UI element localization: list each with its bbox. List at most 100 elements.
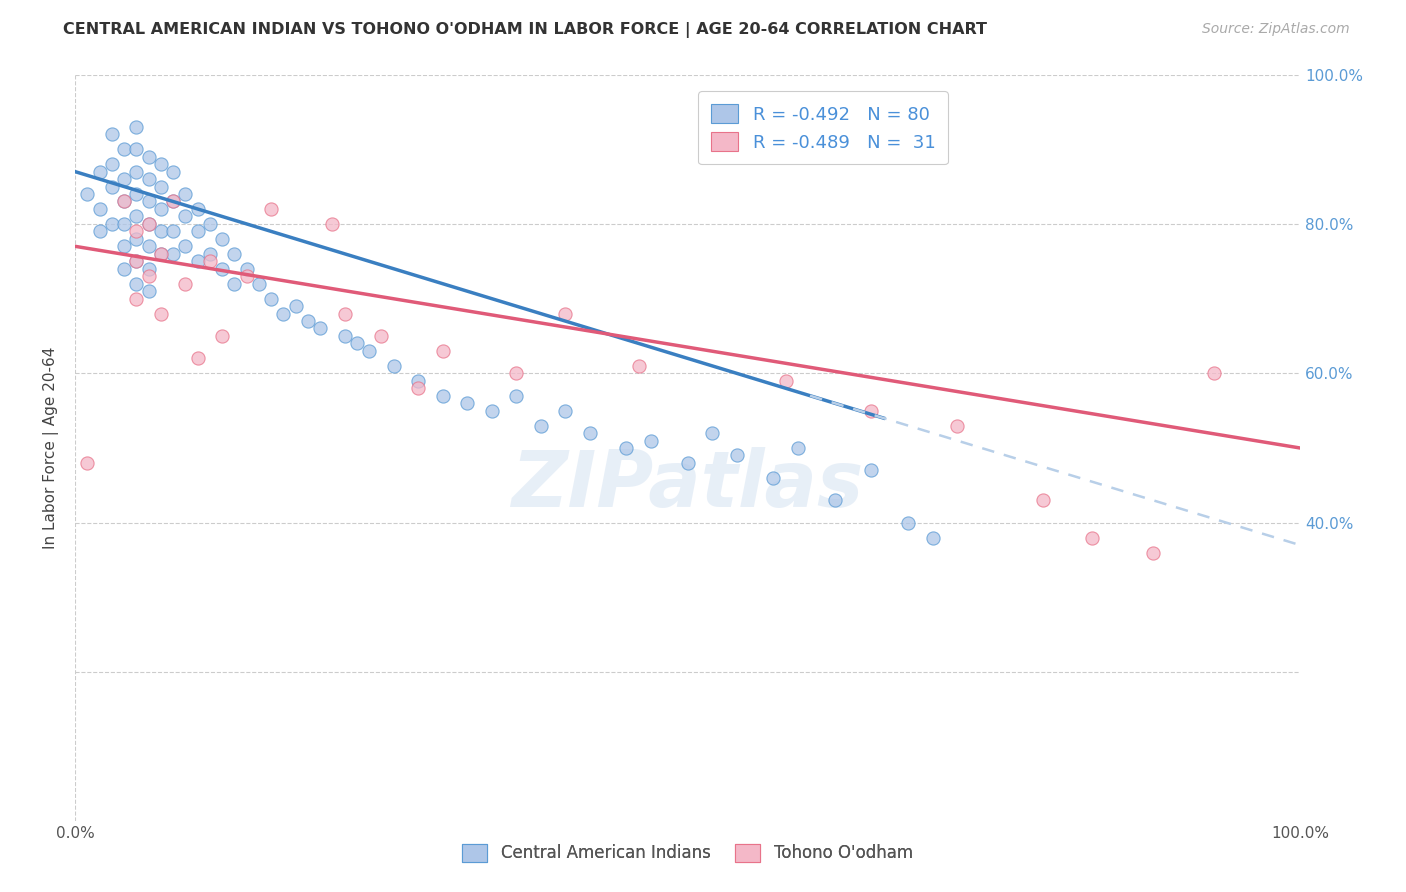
- Point: [76, 456, 98, 470]
- Point: [187, 202, 209, 216]
- Point: [138, 284, 160, 298]
- Point: [89, 224, 111, 238]
- Point: [162, 194, 184, 209]
- Point: [149, 247, 172, 261]
- Point: [162, 194, 184, 209]
- Point: [149, 307, 172, 321]
- Point: [946, 418, 969, 433]
- Text: ZIPatlas: ZIPatlas: [512, 447, 863, 524]
- Point: [125, 187, 148, 202]
- Point: [149, 157, 172, 171]
- Point: [505, 366, 527, 380]
- Point: [260, 292, 283, 306]
- Point: [198, 254, 221, 268]
- Point: [247, 277, 270, 291]
- Point: [138, 239, 160, 253]
- Point: [406, 381, 429, 395]
- Point: [112, 239, 135, 253]
- Point: [138, 269, 160, 284]
- Point: [174, 187, 197, 202]
- Point: [824, 493, 846, 508]
- Point: [149, 202, 172, 216]
- Point: [101, 128, 124, 142]
- Point: [382, 359, 405, 373]
- Point: [76, 187, 98, 202]
- Point: [187, 254, 209, 268]
- Point: [149, 247, 172, 261]
- Point: [112, 217, 135, 231]
- Point: [125, 224, 148, 238]
- Y-axis label: In Labor Force | Age 20-64: In Labor Force | Age 20-64: [44, 347, 59, 549]
- Point: [125, 232, 148, 246]
- Point: [309, 321, 332, 335]
- Point: [187, 224, 209, 238]
- Point: [162, 224, 184, 238]
- Point: [333, 329, 356, 343]
- Point: [700, 425, 723, 440]
- Point: [614, 441, 637, 455]
- Point: [529, 418, 551, 433]
- Point: [112, 261, 135, 276]
- Text: Source: ZipAtlas.com: Source: ZipAtlas.com: [1202, 22, 1350, 37]
- Point: [554, 403, 576, 417]
- Point: [357, 343, 380, 358]
- Point: [333, 307, 356, 321]
- Point: [297, 314, 319, 328]
- Point: [273, 307, 295, 321]
- Point: [112, 142, 135, 156]
- Point: [921, 531, 943, 545]
- Point: [224, 247, 246, 261]
- Point: [1204, 366, 1226, 380]
- Point: [260, 202, 283, 216]
- Point: [125, 142, 148, 156]
- Point: [211, 261, 233, 276]
- Point: [187, 351, 209, 366]
- Point: [125, 164, 148, 178]
- Point: [162, 164, 184, 178]
- Point: [112, 172, 135, 186]
- Point: [198, 217, 221, 231]
- Point: [346, 336, 368, 351]
- Point: [138, 261, 160, 276]
- Point: [198, 247, 221, 261]
- Point: [284, 299, 307, 313]
- Point: [1081, 531, 1104, 545]
- Point: [321, 217, 343, 231]
- Point: [432, 343, 454, 358]
- Point: [138, 217, 160, 231]
- Point: [406, 374, 429, 388]
- Point: [149, 179, 172, 194]
- Point: [174, 210, 197, 224]
- Point: [860, 403, 883, 417]
- Point: [112, 194, 135, 209]
- Point: [860, 463, 883, 477]
- Point: [125, 254, 148, 268]
- Point: [224, 277, 246, 291]
- Point: [211, 232, 233, 246]
- Point: [101, 157, 124, 171]
- Point: [125, 254, 148, 268]
- Point: [775, 374, 797, 388]
- Point: [640, 434, 662, 448]
- Point: [627, 359, 650, 373]
- Point: [162, 247, 184, 261]
- Point: [676, 456, 699, 470]
- Point: [762, 471, 785, 485]
- Point: [112, 194, 135, 209]
- Point: [138, 194, 160, 209]
- Point: [138, 172, 160, 186]
- Point: [89, 202, 111, 216]
- Point: [138, 150, 160, 164]
- Point: [138, 217, 160, 231]
- Point: [235, 261, 257, 276]
- Point: [786, 441, 808, 455]
- Point: [125, 120, 148, 134]
- Point: [432, 389, 454, 403]
- Point: [505, 389, 527, 403]
- Point: [725, 449, 748, 463]
- Point: [89, 164, 111, 178]
- Point: [101, 179, 124, 194]
- Point: [1142, 545, 1164, 559]
- Point: [101, 217, 124, 231]
- Point: [1032, 493, 1054, 508]
